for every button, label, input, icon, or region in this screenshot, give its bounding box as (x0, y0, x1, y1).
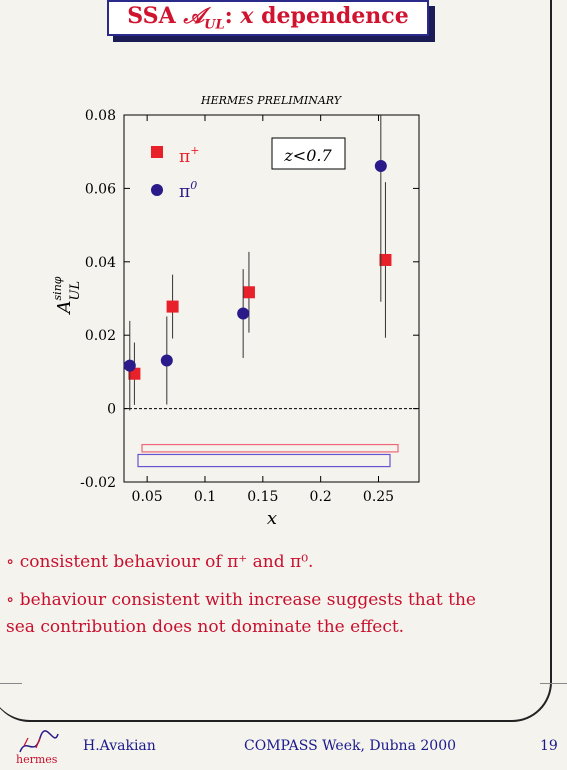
y-tick-label: 0.08 (85, 108, 116, 124)
x-axis-label: x (267, 508, 277, 529)
x-tick-label: 0.25 (363, 489, 394, 505)
divider-right (540, 683, 567, 684)
ssa-chart: HERMES PRELIMINARY -0.02 0 0.02 0.04 0.06 0.0… (51, 94, 420, 529)
plot-frame (123, 114, 420, 483)
data-point-pi-zero (374, 160, 387, 173)
legend-marker-pi-zero (151, 184, 163, 196)
x-tick-label: 0.05 (132, 489, 163, 505)
bullet-1: ∘ consistent behaviour of π⁺ and π⁰. (6, 552, 314, 572)
y-axis-label: Asinφ UL (51, 276, 83, 315)
y-tick-label: 0.02 (85, 328, 116, 344)
title-box: SSA 𝒜UL: x dependence (107, 0, 429, 36)
y-tick-label: -0.02 (80, 475, 116, 491)
data-points (123, 115, 392, 411)
x-tick-label: 0.15 (247, 489, 278, 505)
x-tick-label: 0.1 (194, 489, 216, 505)
systematic-band (141, 443, 399, 453)
data-point-pi-zero (237, 307, 250, 320)
systematic-band (137, 453, 391, 468)
footer-event: COMPASS Week, Dubna 2000 (244, 738, 457, 754)
footer-author: H.Avakian (83, 738, 156, 754)
slide-frame (0, 0, 552, 722)
bullet-2: ∘ behaviour consistent with increase sug… (6, 590, 476, 610)
data-point-pi-plus (242, 286, 255, 299)
data-point-pi-zero (123, 359, 136, 372)
divider-left (0, 683, 22, 684)
footer-page-number: 19 (540, 738, 558, 754)
y-tick-label: 0 (107, 402, 116, 418)
x-axis: 0.05 0.1 0.15 0.2 0.25 (132, 115, 394, 505)
y-tick-label: 0.06 (85, 181, 116, 197)
legend-marker-pi-plus (151, 146, 163, 158)
legend-label-pi-plus: π+ (179, 144, 199, 167)
y-axis: -0.02 0 0.02 0.04 0.06 0.08 (80, 108, 419, 491)
chart-title: HERMES PRELIMINARY (200, 94, 343, 107)
legend-label-pi-zero: π0 (179, 179, 197, 202)
hermes-logo-icon: hermes (16, 730, 59, 766)
data-point-pi-plus (379, 253, 392, 266)
slide-title: SSA 𝒜UL: x dependence (127, 3, 409, 33)
data-point-pi-zero (160, 354, 173, 367)
y-tick-label: 0.04 (85, 255, 116, 271)
data-point-pi-plus (166, 300, 179, 313)
systematic-bands (137, 443, 399, 468)
hermes-logo-text: hermes (16, 753, 58, 766)
x-tick-label: 0.2 (310, 489, 332, 505)
legend: π+ π0 (151, 144, 199, 202)
hermes-logo: hermes (14, 728, 64, 766)
annotation-box (271, 137, 346, 170)
bullet-2-cont: sea contribution does not dominate the e… (6, 617, 405, 637)
annotation-text: z<0.7 (283, 146, 332, 165)
